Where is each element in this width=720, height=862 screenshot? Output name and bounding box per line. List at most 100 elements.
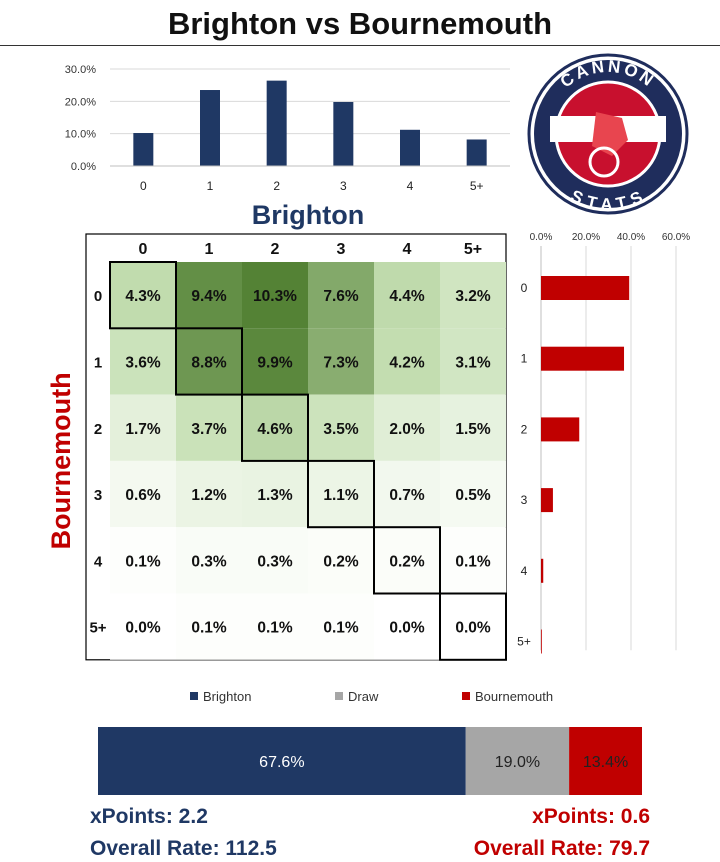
- side-chart-bar: [541, 558, 544, 583]
- heatmap-row-label: 1: [94, 354, 102, 371]
- heatmap-cell: [242, 460, 308, 528]
- top-chart-bar: [466, 139, 487, 166]
- heatmap-cell: [242, 262, 308, 329]
- heatmap-cell-value: 3.1%: [455, 354, 491, 371]
- heatmap-cell-value: 0.1%: [455, 553, 491, 570]
- heatmap-cell-value: 0.0%: [455, 620, 491, 637]
- heatmap-cell: [110, 328, 176, 395]
- brighton-xpoints: xPoints: 2.2: [90, 805, 208, 828]
- heatmap-cell: [374, 527, 440, 594]
- heatmap-row-label: 5+: [89, 620, 106, 637]
- heatmap-col-label: 3: [337, 241, 346, 258]
- heatmap-diagonal-outline: [439, 592, 507, 661]
- heatmap-cell-value: 0.0%: [389, 620, 425, 637]
- heatmap-col-label: 5+: [464, 241, 482, 258]
- heatmap-cell-value: 9.4%: [191, 288, 227, 305]
- side-chart-ytick: 4: [521, 564, 528, 578]
- heatmap-cell: [374, 460, 440, 528]
- side-chart-xtick: 20.0%: [572, 232, 600, 243]
- heatmap-cell-value: 0.3%: [257, 553, 293, 570]
- top-chart-xtick: 5+: [470, 179, 484, 193]
- legend-swatch: [335, 692, 343, 700]
- heatmap-diagonal-outline: [241, 393, 309, 462]
- top-chart-bar: [200, 90, 220, 166]
- top-chart-xtick: 2: [273, 179, 280, 193]
- bournemouth-overall-rate: Overall Rate: 79.7: [474, 837, 650, 860]
- heatmap-cell-value: 7.6%: [323, 288, 359, 305]
- heatmap-cell-value: 0.6%: [125, 487, 161, 504]
- heatmap-cell: [440, 460, 506, 528]
- heatmap-cell-value: 4.2%: [389, 354, 425, 371]
- heatmap-cell-value: 0.1%: [323, 620, 359, 637]
- heatmap-cell: [176, 593, 242, 660]
- heatmap-diagonal-outline: [373, 526, 441, 595]
- heatmap-cell: [176, 527, 242, 594]
- heatmap-cell-value: 1.7%: [125, 421, 161, 438]
- top-chart-ytick: 10.0%: [65, 129, 96, 141]
- legend-swatch: [462, 692, 470, 700]
- outcome-value: 67.6%: [259, 754, 304, 771]
- outcome-value: 19.0%: [495, 754, 540, 771]
- heatmap-cell-value: 7.3%: [323, 354, 359, 371]
- top-chart-bar: [266, 80, 287, 166]
- top-chart-ytick: 30.0%: [65, 64, 96, 76]
- heatmap-cell-value: 4.4%: [389, 288, 425, 305]
- heatmap-cell-value: 0.2%: [323, 553, 359, 570]
- side-chart-bar: [541, 417, 580, 442]
- outcome-segment: [98, 727, 466, 795]
- heatmap-cell-value: 0.1%: [191, 620, 227, 637]
- heatmap-cell-value: 0.2%: [389, 553, 425, 570]
- top-chart-xtick: 0: [140, 179, 147, 193]
- top-chart-xtick: 1: [207, 179, 214, 193]
- top-chart-xtick: 4: [407, 179, 414, 193]
- outcome-segment: [465, 727, 570, 795]
- heatmap-cell-value: 4.3%: [125, 288, 161, 305]
- legend-label: Bournemouth: [475, 689, 553, 704]
- heatmap-cell: [374, 394, 440, 461]
- top-chart-bar: [333, 101, 354, 166]
- heatmap-cell-value: 0.0%: [125, 620, 161, 637]
- heatmap-cell-value: 0.3%: [191, 553, 227, 570]
- heatmap-row-label: 0: [94, 288, 102, 305]
- heatmap-y-title: Bournemouth: [46, 372, 76, 549]
- heatmap-cell-value: 3.5%: [323, 421, 359, 438]
- heatmap-diagonal-outline: [307, 459, 375, 529]
- heatmap-row-label: 2: [94, 421, 102, 438]
- heatmap-cell: [308, 527, 374, 594]
- top-chart-bar: [133, 133, 154, 166]
- heatmap-diagonal-outline: [109, 261, 177, 330]
- heatmap-cell-value: 4.6%: [257, 421, 293, 438]
- side-chart-bar: [541, 346, 625, 371]
- top-chart-ytick: 0.0%: [71, 161, 96, 173]
- legend-swatch: [190, 692, 198, 700]
- heatmap-cell: [242, 593, 308, 660]
- brighton-overall-rate: Overall Rate: 112.5: [90, 837, 277, 860]
- heatmap-cell-value: 9.9%: [257, 354, 293, 371]
- heatmap-cell-value: 3.6%: [125, 354, 161, 371]
- heatmap-cell: [308, 394, 374, 461]
- heatmap-cell-value: 3.2%: [455, 288, 491, 305]
- heatmap-cell: [308, 328, 374, 395]
- side-chart-bar: [541, 488, 553, 513]
- heatmap-col-label: 4: [403, 241, 412, 258]
- heatmap-row-label: 3: [94, 487, 102, 504]
- heatmap-cell: [176, 394, 242, 461]
- heatmap-cell: [308, 262, 374, 329]
- side-chart-ytick: 2: [521, 422, 528, 436]
- heatmap-cell: [440, 328, 506, 395]
- heatmap-cell: [308, 460, 374, 528]
- heatmap-cell-value: 0.1%: [257, 620, 293, 637]
- heatmap-cell: [440, 262, 506, 329]
- heatmap-col-label: 2: [271, 241, 280, 258]
- heatmap-cell-value: 1.1%: [323, 487, 359, 504]
- heatmap-col-label: 0: [139, 241, 148, 258]
- bournemouth-xpoints: xPoints: 0.6: [532, 805, 650, 828]
- side-chart-xtick: 60.0%: [662, 232, 690, 243]
- heatmap-cell: [374, 593, 440, 660]
- heatmap-cell-value: 8.8%: [191, 354, 227, 371]
- side-chart-bar: [541, 629, 542, 654]
- top-chart-xtick: 3: [340, 179, 347, 193]
- heatmap-diagonal-outline: [175, 327, 243, 396]
